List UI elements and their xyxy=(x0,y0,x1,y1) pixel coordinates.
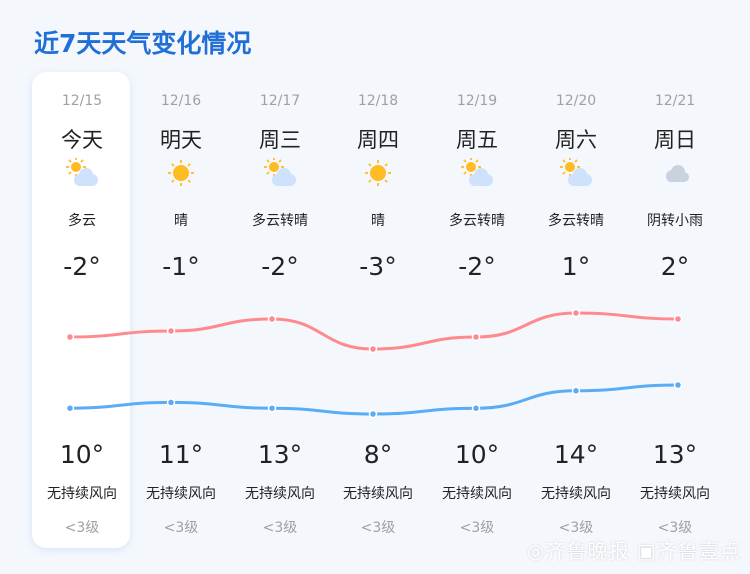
page-title: 近7天天气变化情况 xyxy=(34,29,252,58)
day-label: 周三 xyxy=(259,128,301,152)
day-label: 今天 xyxy=(61,128,103,152)
high-temp: 13° xyxy=(652,440,698,469)
condition-label: 晴 xyxy=(371,212,385,229)
low-temp-line xyxy=(69,383,679,416)
high-temp: 11° xyxy=(158,440,204,469)
condition-label: 晴 xyxy=(174,212,188,229)
wind-direction: 无持续风向 xyxy=(541,486,611,502)
date-label: 12/21 xyxy=(654,93,696,109)
high-temp-point xyxy=(166,326,176,336)
wind-direction: 无持续风向 xyxy=(343,486,413,502)
low-temp-point xyxy=(673,380,683,390)
partly-cloudy-icon xyxy=(66,157,98,188)
high-temp-point xyxy=(65,332,75,342)
day-label: 周五 xyxy=(456,128,498,152)
high-temp: 10° xyxy=(59,440,105,469)
day-column: 12/18 周四 晴 -3° 8° 无持续风向 <3级 xyxy=(328,0,428,574)
temperature-chart xyxy=(65,308,683,419)
day-label: 明天 xyxy=(160,128,202,152)
sunny-icon xyxy=(165,158,197,188)
date-label: 12/15 xyxy=(61,93,103,109)
day-label: 周日 xyxy=(654,128,696,152)
condition-label: 多云转晴 xyxy=(449,212,505,229)
date-label: 12/18 xyxy=(357,93,399,109)
wind-direction: 无持续风向 xyxy=(640,486,710,502)
wind-level: <3级 xyxy=(360,520,396,536)
high-temp-point xyxy=(368,344,378,354)
low-temp-point xyxy=(267,403,277,413)
low-temp: -1° xyxy=(162,252,200,281)
wind-level: <3级 xyxy=(657,520,693,536)
day-column: 12/21 周日 阴转小雨 2° 13° 无持续风向 <3级 xyxy=(625,0,725,574)
high-temp-point xyxy=(673,314,683,324)
date-label: 12/19 xyxy=(456,93,498,109)
low-temp: 1° xyxy=(561,252,591,281)
low-temp: -3° xyxy=(359,252,397,281)
wind-level: <3级 xyxy=(459,520,495,536)
low-temp-point xyxy=(65,403,75,413)
wind-direction: 无持续风向 xyxy=(146,486,216,502)
high-temp: 13° xyxy=(257,440,303,469)
partly-cloudy-icon xyxy=(461,157,493,188)
date-label: 12/16 xyxy=(160,93,202,109)
sunny-icon xyxy=(362,158,394,188)
high-temp-point xyxy=(571,308,581,318)
day-column: 12/16 明天 晴 -1° 11° 无持续风向 <3级 xyxy=(131,0,231,574)
high-temp: 10° xyxy=(454,440,500,469)
condition-label: 阴转小雨 xyxy=(647,212,703,229)
low-temp: -2° xyxy=(458,252,496,281)
day-column: 12/17 周三 多云转晴 -2° 13° 无持续风向 <3级 xyxy=(230,0,330,574)
wind-direction: 无持续风向 xyxy=(245,486,315,502)
date-label: 12/20 xyxy=(555,93,597,109)
low-temp-point xyxy=(368,409,378,419)
low-temp: -2° xyxy=(63,252,101,281)
condition-label: 多云转晴 xyxy=(252,212,308,229)
low-temp-point xyxy=(471,403,481,413)
wind-direction: 无持续风向 xyxy=(442,486,512,502)
high-temp: 8° xyxy=(363,440,393,469)
low-temp: 2° xyxy=(660,252,690,281)
partly-cloudy-icon xyxy=(560,157,592,188)
today-card-highlight xyxy=(32,72,130,548)
day-column: 12/19 周五 多云转晴 -2° 10° 无持续风向 <3级 xyxy=(427,0,527,574)
high-temp-point xyxy=(471,332,481,342)
low-temp: -2° xyxy=(261,252,299,281)
day-label: 周六 xyxy=(555,128,597,152)
partly-cloudy-icon xyxy=(264,157,296,188)
wind-level: <3级 xyxy=(262,520,298,536)
low-temp-point xyxy=(571,386,581,396)
day-label: 周四 xyxy=(357,128,399,152)
wind-direction: 无持续风向 xyxy=(47,486,117,502)
day-column: 12/20 周六 多云转晴 1° 14° 无持续风向 <3级 xyxy=(526,0,626,574)
wind-level: <3级 xyxy=(163,520,199,536)
day-column: 12/15 今天 多云 -2° 10° 无持续风向 <3级 xyxy=(32,0,132,574)
low-temp-point xyxy=(166,398,176,407)
high-temp: 14° xyxy=(553,440,599,469)
wind-level: <3级 xyxy=(558,520,594,536)
watermark-logo: ◎齐鲁晚报 ▣齐鲁壹点 xyxy=(527,539,741,563)
date-label: 12/17 xyxy=(259,93,301,109)
condition-label: 多云转晴 xyxy=(548,212,604,229)
condition-label: 多云 xyxy=(68,212,96,229)
high-temp-line xyxy=(69,311,679,351)
high-temp-point xyxy=(267,314,277,324)
cloudy-icon xyxy=(659,158,691,188)
wind-level: <3级 xyxy=(64,520,100,536)
